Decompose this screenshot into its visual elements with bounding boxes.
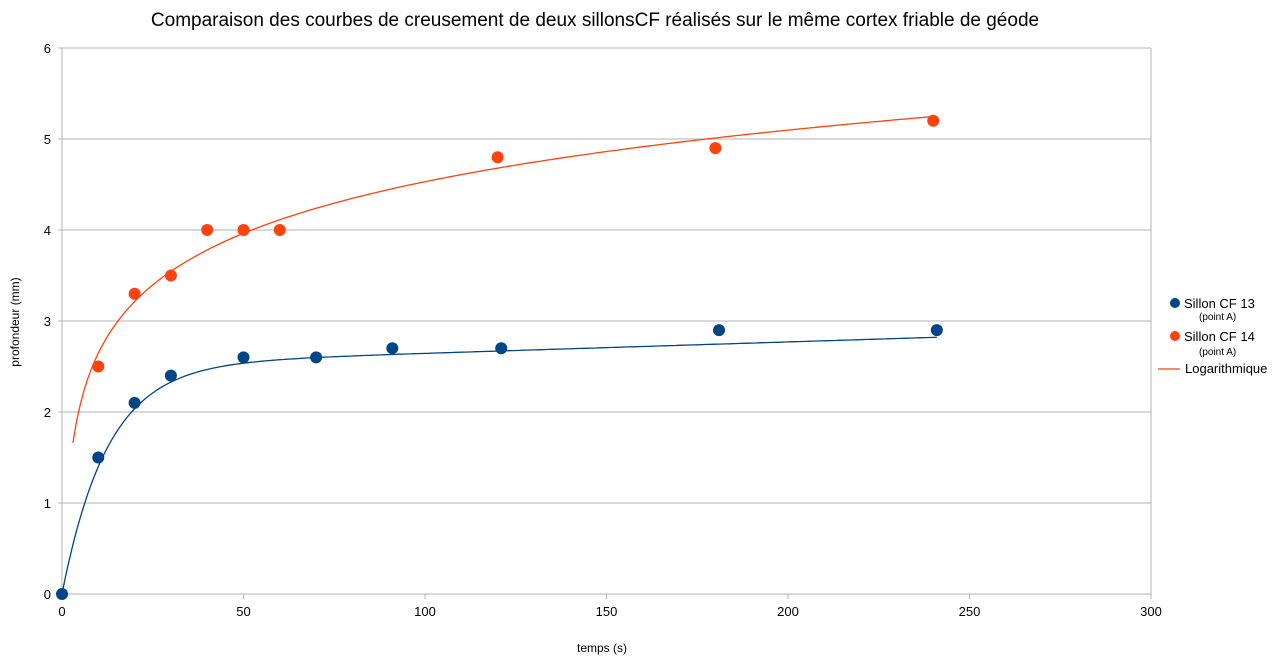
trendline-sillon-cf14 <box>72 115 934 443</box>
axes <box>58 47 1152 599</box>
chart-title: Comparaison des courbes de creusement de… <box>150 10 1040 31</box>
data-point-series2-0 <box>92 360 105 373</box>
legend-marker-cf13 <box>1170 298 1180 308</box>
y-tick-label-0: 0 <box>44 587 51 602</box>
y-tick-label-5: 5 <box>44 132 51 147</box>
data-point-series2-2 <box>164 269 177 282</box>
x-tick-label-50: 50 <box>236 604 250 619</box>
data-point-series1-1 <box>92 451 105 464</box>
data-point-series1-8 <box>713 324 726 337</box>
x-tick-label-150: 150 <box>596 604 618 619</box>
data-point-series1-6 <box>386 342 399 355</box>
data-point-series1-7 <box>495 342 508 355</box>
legend-marker-cf14 <box>1170 331 1180 341</box>
y-tick-label-4: 4 <box>44 223 51 238</box>
y-tick-label-1: 1 <box>44 496 51 511</box>
data-point-series2-6 <box>491 151 504 164</box>
x-tick-label-250: 250 <box>959 604 981 619</box>
data-point-series2-8 <box>927 114 940 127</box>
data-point-series1-4 <box>237 351 250 364</box>
data-point-series2-1 <box>128 287 141 300</box>
y-tick-label-6: 6 <box>44 41 51 56</box>
x-tick-label-100: 100 <box>414 604 436 619</box>
data-point-series2-4 <box>237 224 250 236</box>
legend-label-cf13: Sillon CF 13 <box>1184 296 1255 311</box>
data-point-series2-5 <box>273 224 286 236</box>
y-tick-label-2: 2 <box>44 405 51 420</box>
x-axis-title: temps (s) <box>577 641 627 655</box>
tick-labels: 0 1 2 3 4 5 6 0 50 100 150 200 250 300 <box>44 41 1162 619</box>
grid-lines <box>62 47 1151 595</box>
legend-label-trendline: Logarithmique <box>1185 361 1267 376</box>
legend-label-cf14: Sillon CF 14 <box>1184 329 1255 344</box>
data-point-series1-3 <box>164 369 177 382</box>
data-point-series1-5 <box>310 351 323 364</box>
x-tick-label-0: 0 <box>58 604 65 619</box>
legend: Sillon CF 13 (point A) Sillon CF 14 (poi… <box>1158 296 1267 376</box>
data-points <box>56 114 943 600</box>
data-point-series1-9 <box>930 324 943 337</box>
y-axis-title: profondeur (mm) <box>8 277 22 366</box>
y-tick-label-3: 3 <box>44 314 51 329</box>
data-point-series2-7 <box>709 142 722 155</box>
x-tick-label-300: 300 <box>1140 604 1162 619</box>
legend-sublabel-cf14: (point A) <box>1199 347 1236 358</box>
trendlines <box>61 115 937 595</box>
data-point-series1-0 <box>56 588 68 600</box>
data-point-series2-3 <box>201 224 214 236</box>
x-tick-label-200: 200 <box>777 604 799 619</box>
trendline-sillon-cf13 <box>61 336 937 595</box>
legend-sublabel-cf13: (point A) <box>1199 312 1236 323</box>
data-point-series1-2 <box>128 396 141 409</box>
